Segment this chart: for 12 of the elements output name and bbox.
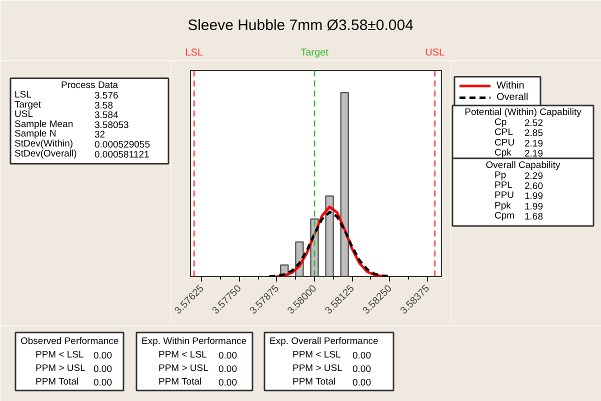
ref-line-label: Target — [300, 48, 329, 58]
text: Process Data LSL 3.576 Target 3.58 USL 3.584 Sample Mean 3.58053 Sample N 32 StDev(Within) 0.000529055 StDev(Overall) 0.000581121 — [14, 80, 150, 160]
text: Exp. Overall Performance PPM < LSL 0.00 PPM > USL 0.00 PPM Total 0.00 — [270, 336, 378, 388]
legend-label: Within — [496, 80, 524, 92]
text: Observed Performance PPM < LSL 0.00 PPM > USL 0.00 PPM Total 0.00 — [20, 336, 119, 388]
text: Overall Capability Pp 2.29 PPL 2.60 PPU 1.99 Ppk 1.99 Cpm 1.68 — [486, 160, 560, 222]
text: Potential (Within) Capability Cp 2.52 CPL 2.85 CPU 2.19 Cpk 2.19 — [464, 106, 582, 160]
text: Exp. Within Performance PPM < LSL 0.00 PPM > USL 0.00 PPM Total 0.00 — [142, 336, 247, 388]
ref-line-label: LSL — [185, 48, 204, 58]
chart-title: Sleeve Hubble 7mm Ø3.58±0.004 — [188, 17, 414, 34]
ref-line-label: USL — [425, 48, 446, 58]
legend-label: Overall — [496, 92, 528, 104]
